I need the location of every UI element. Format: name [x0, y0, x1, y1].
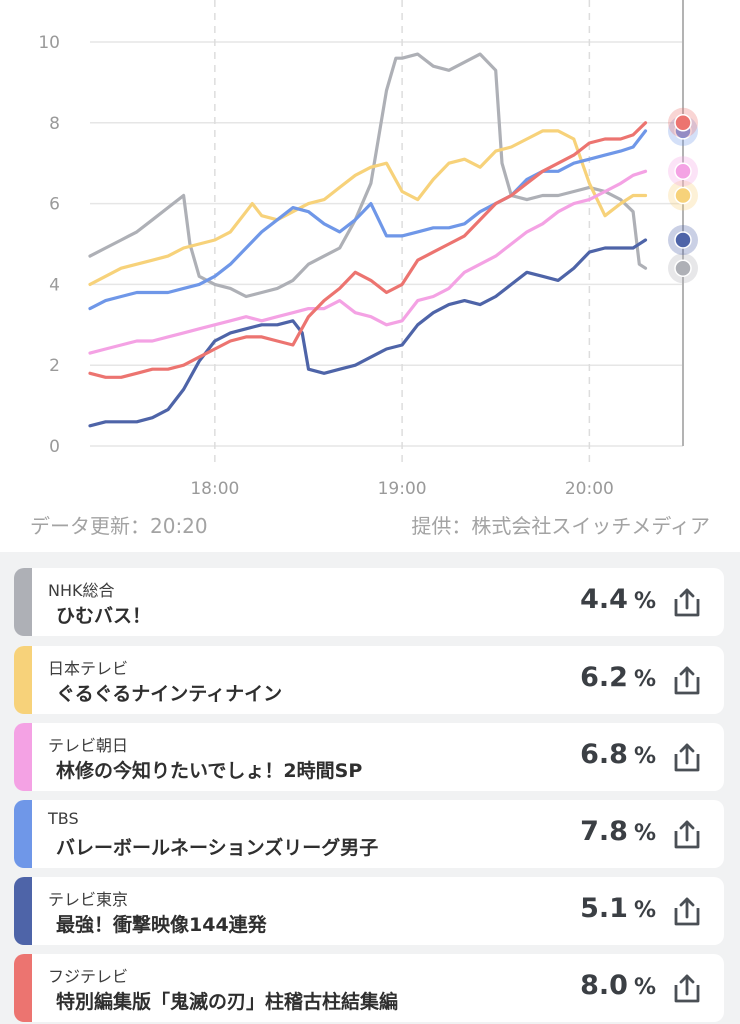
- channel-card-ntv[interactable]: 日本テレビ ぐるぐるナインティナイン 6.2%: [14, 646, 724, 714]
- program-title: バレーボールネーションズリーグ男子: [56, 837, 379, 859]
- y-tick-label: 10: [38, 33, 60, 53]
- x-tick-label: 18:00: [190, 479, 239, 499]
- channel-name: フジテレビ: [48, 967, 129, 986]
- share-icon[interactable]: [670, 972, 704, 1006]
- rating-unit: %: [633, 667, 656, 692]
- share-icon[interactable]: [670, 586, 704, 620]
- channel-color-stripe: [14, 800, 32, 868]
- channel-color-stripe: [14, 954, 32, 1022]
- y-tick-label: 4: [49, 275, 60, 295]
- ratings-chart-panel: 0 2 4 6 8 10 18:00 19:00 20:00 データ更新：20:20 提供：株式…: [30, 0, 710, 540]
- rating-unit: %: [633, 744, 656, 769]
- data-updated-time: データ更新：20:20: [30, 513, 208, 538]
- channel-card-tbs[interactable]: TBS バレーボールネーションズリーグ男子 7.8%: [14, 800, 724, 868]
- rating-value: 6.8%: [580, 739, 656, 770]
- program-title: ひむバス！: [56, 605, 152, 627]
- rating-unit: %: [633, 898, 656, 923]
- program-title: ぐるぐるナインティナイン: [56, 683, 283, 705]
- share-icon[interactable]: [670, 741, 704, 775]
- program-title: 林修の今知りたいでしょ！2時間SP: [56, 760, 363, 782]
- rating-value: 7.8%: [580, 816, 656, 847]
- channel-card-tv-tokyo[interactable]: テレビ東京 最強！衝撃映像144連発 5.1%: [14, 877, 724, 945]
- x-tick-label: 20:00: [565, 479, 614, 499]
- y-tick-label: 2: [49, 356, 60, 376]
- share-icon[interactable]: [670, 818, 704, 852]
- rating-number: 6.2: [580, 662, 628, 693]
- channel-name: テレビ東京: [48, 890, 129, 909]
- x-tick-label: 19:00: [378, 479, 427, 499]
- channel-card-tv-asahi[interactable]: テレビ朝日 林修の今知りたいでしょ！2時間SP 6.8%: [14, 723, 724, 791]
- rating-number: 8.0: [580, 970, 628, 1001]
- program-title: 最強！衝撃映像144連発: [56, 914, 267, 936]
- rating-value: 4.4%: [580, 584, 656, 615]
- series-endpoint-marker: [674, 162, 692, 181]
- series-line: [88, 238, 648, 428]
- channel-card-nhk[interactable]: NHK総合 ひむバス！ 4.4%: [14, 568, 724, 636]
- series-endpoint-marker: [674, 186, 692, 205]
- y-tick-label: 0: [49, 437, 60, 457]
- ratings-line-chart: 0 2 4 6 8 10 18:00 19:00 20:00: [38, 0, 698, 499]
- series-line: [88, 52, 648, 299]
- data-provider: 提供：株式会社スイッチメディア: [411, 513, 710, 538]
- series-line: [88, 121, 648, 379]
- series-line: [88, 129, 648, 311]
- rating-number: 5.1: [580, 893, 628, 924]
- channel-color-stripe: [14, 877, 32, 945]
- rating-value: 8.0%: [580, 970, 656, 1001]
- share-icon[interactable]: [670, 664, 704, 698]
- rating-value: 5.1%: [580, 893, 656, 924]
- rating-unit: %: [633, 821, 656, 846]
- rating-unit: %: [633, 975, 656, 1000]
- channel-list: NHK総合 ひむバス！ 4.4% 日本テレビ ぐるぐるナインティナイン 6.2%…: [0, 552, 740, 1024]
- series-endpoint-marker: [674, 231, 692, 249]
- y-tick-label: 6: [49, 195, 60, 215]
- series-line: [88, 169, 648, 355]
- series-endpoint-marker: [674, 114, 692, 132]
- series-line: [88, 129, 648, 286]
- rating-number: 6.8: [580, 739, 628, 770]
- rating-number: 4.4: [580, 584, 628, 615]
- rating-value: 6.2%: [580, 662, 656, 693]
- channel-name: 日本テレビ: [48, 659, 129, 678]
- share-icon[interactable]: [670, 895, 704, 929]
- channel-name: テレビ朝日: [48, 736, 129, 755]
- channel-color-stripe: [14, 646, 32, 714]
- channel-color-stripe: [14, 568, 32, 636]
- channel-color-stripe: [14, 723, 32, 791]
- series-endpoint-marker: [674, 259, 692, 277]
- channel-name: NHK総合: [48, 581, 115, 600]
- channel-name: TBS: [48, 809, 79, 828]
- chart-footer: データ更新：20:20 提供：株式会社スイッチメディア: [30, 508, 710, 540]
- program-title: 特別編集版「鬼滅の刃」柱稽古柱結集編: [56, 991, 399, 1013]
- rating-unit: %: [633, 589, 656, 614]
- rating-number: 7.8: [580, 816, 628, 847]
- channel-card-fuji[interactable]: フジテレビ 特別編集版「鬼滅の刃」柱稽古柱結集編 8.0%: [14, 954, 724, 1022]
- y-tick-label: 8: [49, 114, 60, 134]
